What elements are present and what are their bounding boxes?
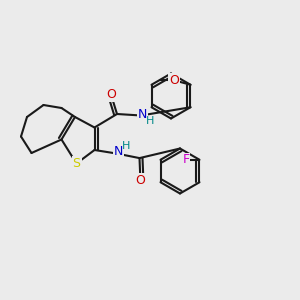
Text: O: O (169, 74, 179, 87)
Text: H: H (122, 141, 130, 151)
Text: O: O (136, 173, 145, 187)
Text: S: S (73, 157, 80, 170)
Text: H: H (146, 116, 154, 126)
Text: O: O (106, 88, 116, 101)
Text: F: F (182, 153, 190, 166)
Text: N: N (138, 107, 147, 121)
Text: N: N (114, 145, 123, 158)
